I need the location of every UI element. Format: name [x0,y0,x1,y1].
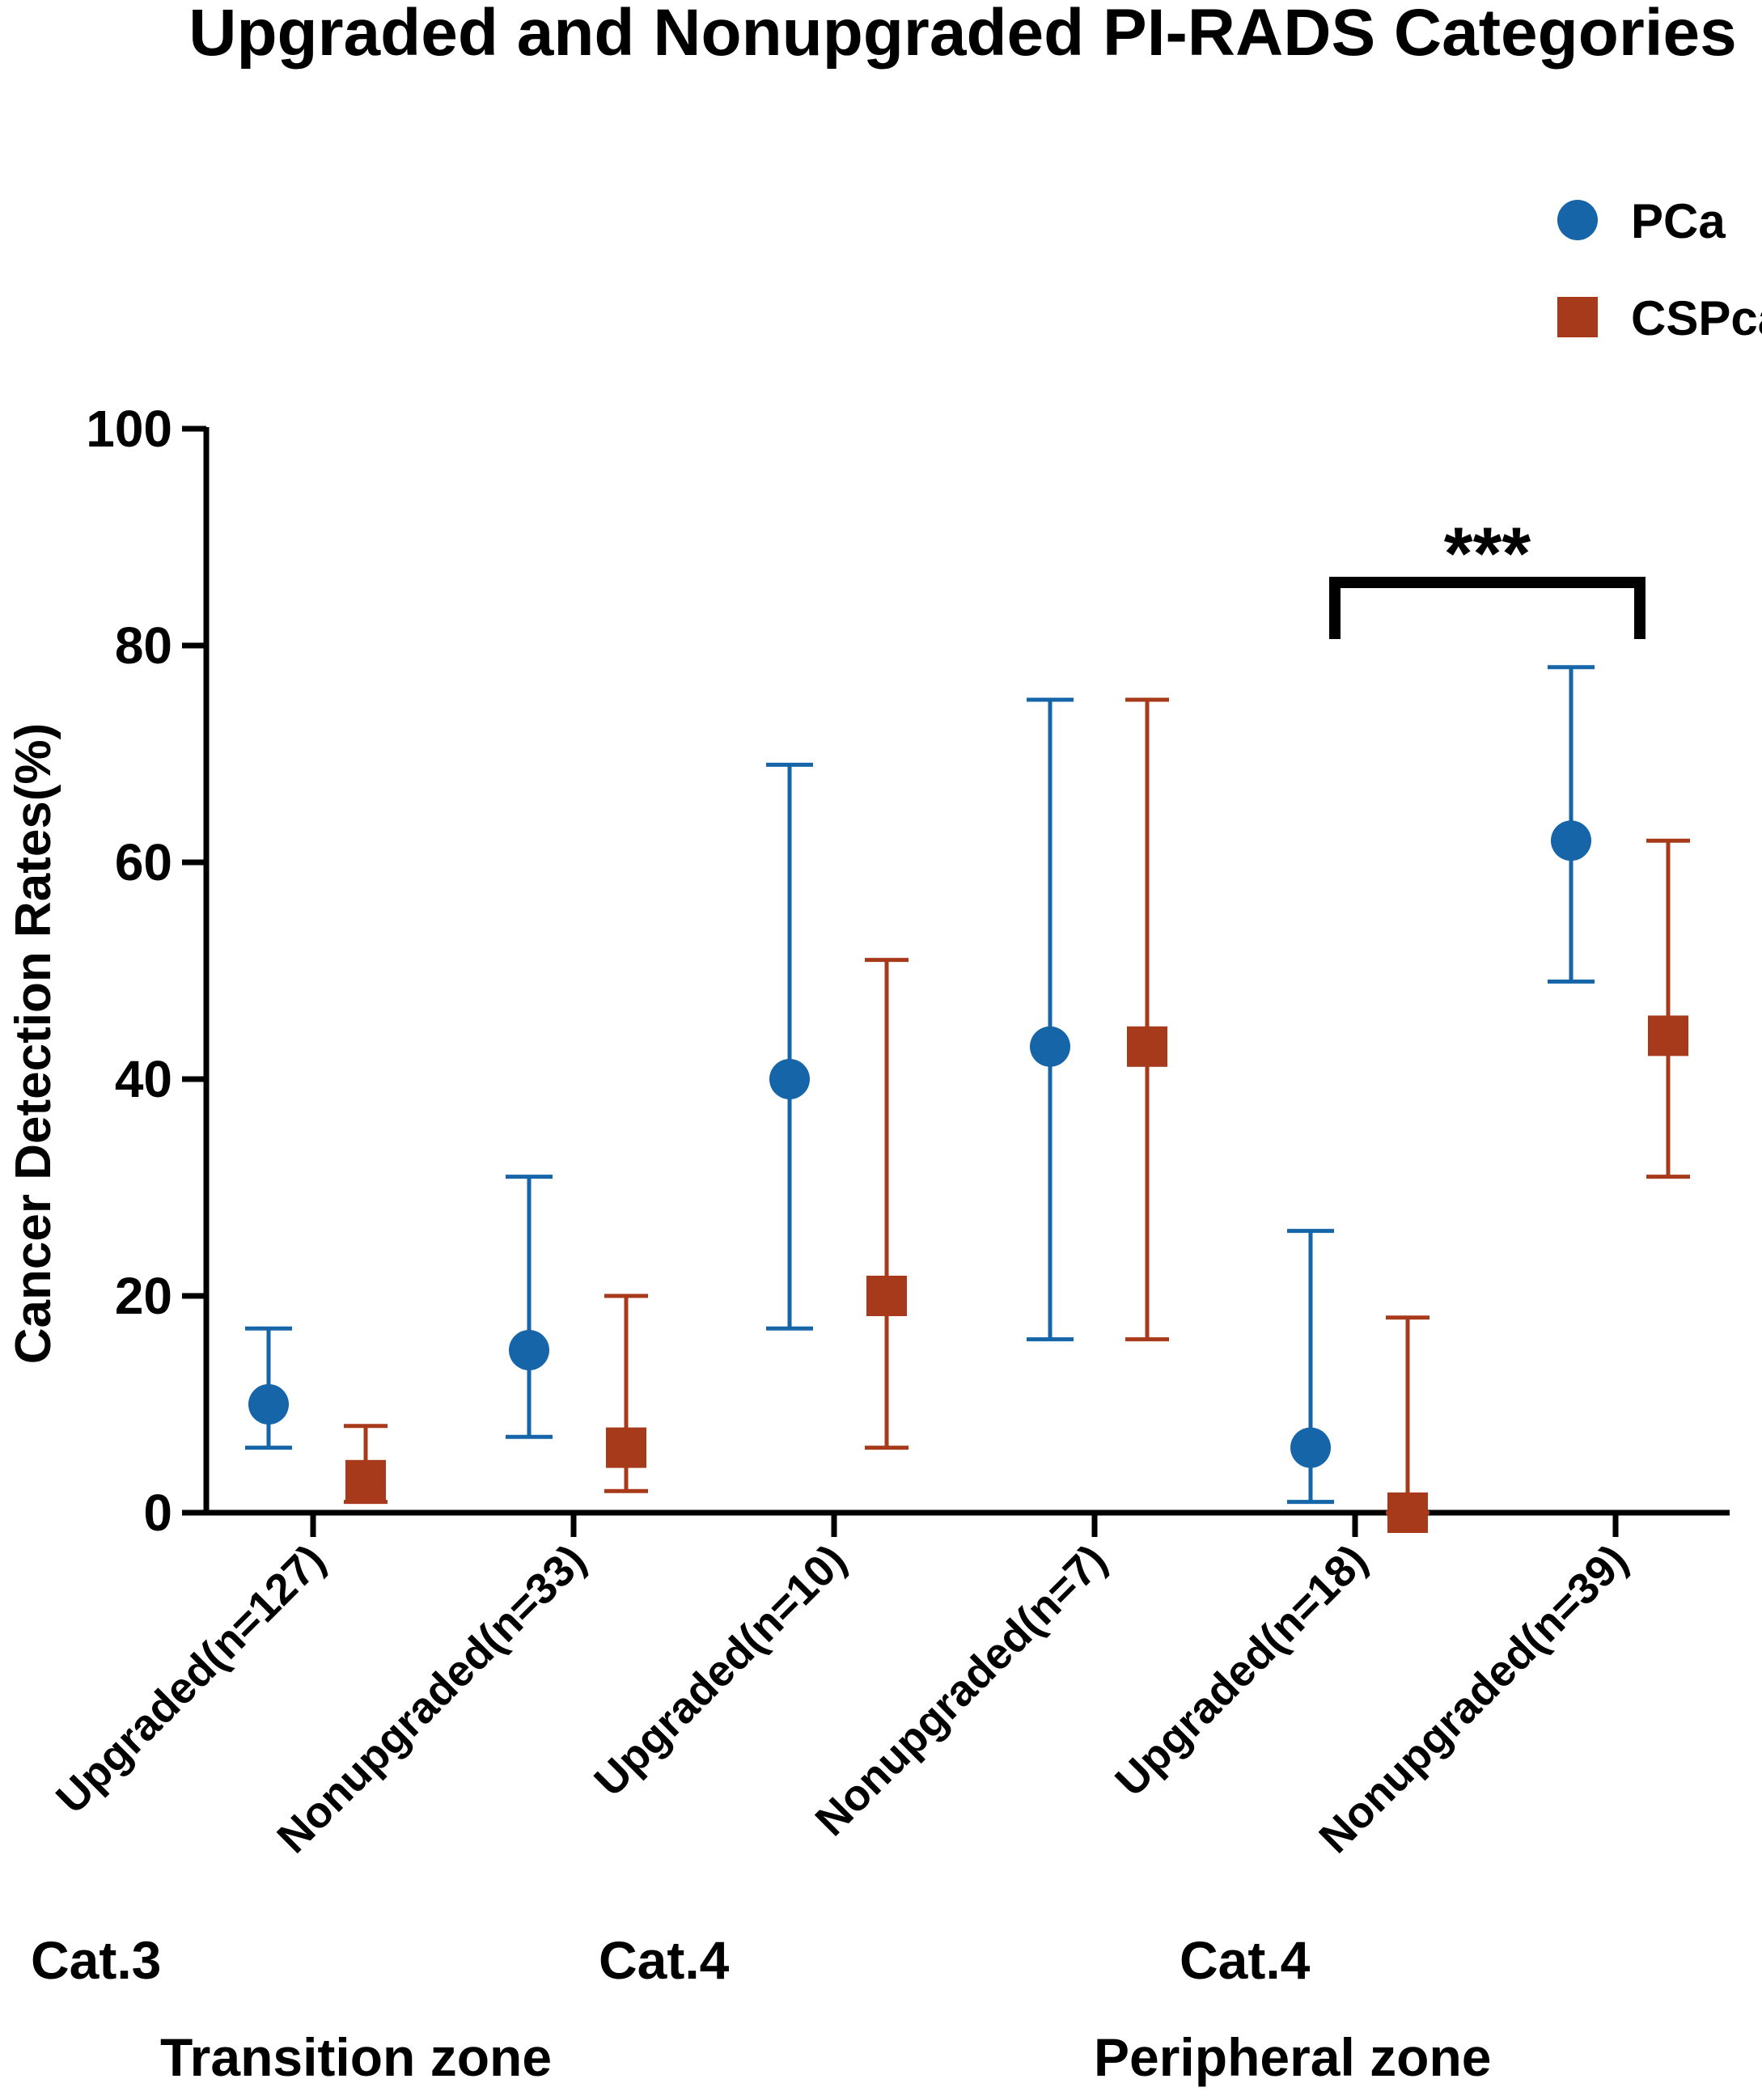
significance-label: *** [1444,513,1531,595]
legend: PCa CSPca [1557,194,1762,345]
y-tick-label: 20 [115,1267,172,1325]
y-tick-label: 100 [86,400,172,458]
y-tick-label: 40 [115,1050,172,1108]
cspca-point-group [344,1424,388,1505]
y-axis-title: Cancer Detection Rates(%) [6,723,61,1364]
cspca-marker [866,1276,907,1316]
category-group-label: Cat.4 [1180,1930,1311,1990]
zone-group-label: Peripheral zone [1094,2027,1492,2087]
legend-item: CSPca [1557,291,1762,345]
category-group-label: Cat.4 [599,1930,730,1990]
pca-point-group [1287,1229,1334,1505]
x-tick-label-group: Upgraded(n=18) [1106,1535,1376,1806]
pca-point-group [766,762,813,1331]
pca-point-group [1027,697,1074,1342]
y-tick-label: 80 [115,616,172,675]
series-layer [245,665,1690,1533]
y-ticks: 0 20 40 60 80 100 [86,400,206,1542]
significance-bracket [1329,577,1646,639]
cspca-marker [1387,1492,1428,1533]
cspca-point-group [604,1293,648,1493]
chart-title: Upgraded and Nonupgraded PI-RADS Categor… [188,0,1737,70]
cspca-point-group [1386,1315,1430,1533]
pca-marker [1290,1427,1331,1468]
cspca-marker [606,1427,646,1468]
y-axis-title-group: Cancer Detection Rates(%) [6,723,61,1364]
cspca-point-group [865,958,909,1450]
cspca-marker [1648,1015,1688,1056]
y-tick-label: 60 [115,833,172,891]
x-tick-label: Upgraded(n=127) [47,1535,334,1823]
pca-marker [509,1330,549,1370]
pca-marker [769,1059,810,1099]
x-tick-label: Nonupgraded(n=7) [807,1535,1116,1845]
cspca-marker [1127,1026,1167,1067]
x-ticks: Upgraded(n=127)Nonupgraded(n=33)Upgraded… [47,1513,1637,1862]
legend-swatch-square [1557,297,1598,337]
x-tick-label-group: Upgraded(n=10) [585,1535,855,1806]
x-tick-label: Upgraded(n=10) [585,1535,855,1806]
legend-swatch-circle [1557,200,1598,240]
y-tick-label: 0 [143,1484,172,1542]
legend-label: PCa [1631,194,1726,248]
legend-item: PCa [1557,194,1726,248]
pca-point-group [1548,665,1595,984]
cspca-point-group [1125,697,1169,1342]
category-group-label: Cat.3 [31,1930,161,1990]
legend-label: CSPca [1631,291,1762,345]
pca-marker [1030,1026,1070,1067]
pca-marker [1551,820,1591,862]
x-tick-label: Upgraded(n=18) [1106,1535,1376,1806]
cspca-point-group [1646,838,1690,1179]
x-tick-label-group: Upgraded(n=127) [47,1535,334,1823]
cspca-marker [345,1459,386,1501]
pca-point-group [506,1175,553,1439]
pca-point-group [245,1326,292,1450]
x-tick-label-group: Nonupgraded(n=7) [807,1535,1116,1845]
pca-marker [248,1384,289,1425]
axes [203,427,1730,1516]
group-labels: Cat.3 Cat.4 Cat.4 Transition zone Peripheral… [31,1930,1492,2087]
zone-group-label: Transition zone [160,2027,552,2087]
significance-layer: *** [1329,513,1646,639]
